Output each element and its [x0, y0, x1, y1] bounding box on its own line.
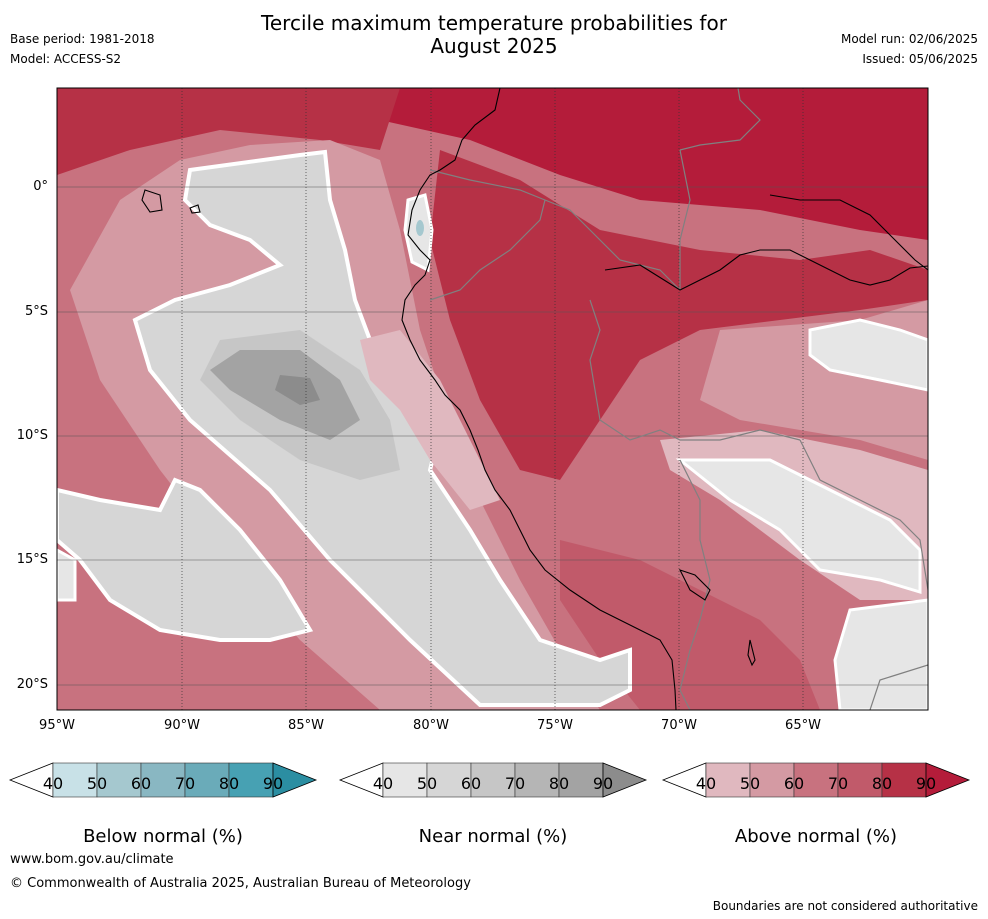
colorbar-near-high-arrow	[602, 762, 648, 798]
y-tick-10s: 10°S	[16, 428, 48, 443]
field-near-40-se	[833, 598, 928, 710]
x-tick-85w: 85°W	[288, 718, 324, 733]
colorbar-above-tick: 50	[739, 774, 761, 793]
colorbar-below-label: Below normal (%)	[83, 826, 243, 847]
issued-date: Issued: 05/06/2025	[862, 52, 978, 66]
footer-website: www.bom.gov.au/climate	[10, 852, 174, 867]
colorbar-below-tick: 90	[262, 774, 284, 793]
colorbar-below-tick: 50	[86, 774, 108, 793]
colorbar-below-segment	[140, 762, 186, 798]
colorbar-above-tick: 40	[695, 774, 717, 793]
model-run: Model run: 02/06/2025	[840, 32, 978, 46]
colorbar-above-segment	[881, 762, 927, 798]
colorbar-below-segment	[184, 762, 230, 798]
colorbar-near-segment	[514, 762, 560, 798]
colorbar-below-tick: 40	[42, 774, 64, 793]
x-tick-65w: 65°W	[785, 718, 821, 733]
colorbar-below-segment	[52, 762, 98, 798]
colorbar-near-tick: 50	[416, 774, 438, 793]
title-line-1: Tercile maximum temperature probabilitie…	[261, 11, 727, 35]
field-near-40-east	[675, 458, 922, 595]
field-near-40-ne	[808, 318, 928, 392]
colorbar-below-tick: 80	[218, 774, 240, 793]
colorbar-below-segment	[96, 762, 142, 798]
x-tick-95w: 95°W	[39, 718, 75, 733]
colorbar-near-tick: 40	[372, 774, 394, 793]
field-above-50-coast	[360, 330, 500, 510]
probability-field	[57, 88, 928, 710]
y-tick-5s: 5°S	[24, 304, 48, 319]
colorbar-near-segment	[382, 762, 428, 798]
footer-copyright: © Commonwealth of Australia 2025, Austra…	[10, 876, 471, 891]
field-near-90-spot	[275, 375, 320, 405]
colorbar-near-label: Near normal (%)	[418, 826, 568, 847]
colorbar-below-tick: 70	[174, 774, 196, 793]
chart-title: Tercile maximum temperature probabilitie…	[0, 12, 988, 58]
field-above-80-nw	[57, 88, 400, 175]
footer-disclaimer: Boundaries are not considered authoritat…	[712, 899, 978, 913]
map-frame	[56, 87, 929, 711]
meta-right: Model run: 02/06/2025 Issued: 05/06/2025	[841, 29, 978, 69]
y-tick-0: 0°	[33, 179, 48, 194]
title-line-2: August 2025	[430, 34, 558, 58]
colorbar-below-high-arrow	[272, 762, 318, 798]
field-above-80-andes	[430, 150, 928, 480]
colorbar-above-tick: 90	[915, 774, 937, 793]
x-tick-75w: 75°W	[537, 718, 573, 733]
x-tick-90w: 90°W	[164, 718, 200, 733]
colorbar-near-tick: 60	[460, 774, 482, 793]
colorbar-near-segment	[470, 762, 516, 798]
colorbar-below-tick: 60	[130, 774, 152, 793]
field-near-40-west-edge	[57, 548, 77, 602]
colorbar-near-tick: 80	[548, 774, 570, 793]
x-tick-80w: 80°W	[413, 718, 449, 733]
field-below-50-spot	[416, 220, 424, 236]
meta-left: Base period: 1981-2018 Model: ACCESS-S2	[10, 29, 155, 69]
colorbar-above-segment	[749, 762, 795, 798]
y-tick-20s: 20°S	[16, 677, 48, 692]
colorbar-above-tick: 70	[827, 774, 849, 793]
colorbar-below-segment	[228, 762, 274, 798]
y-tick-15s: 15°S	[16, 552, 48, 567]
colorbar-near-tick: 70	[504, 774, 526, 793]
model-name: Model: ACCESS-S2	[10, 52, 122, 66]
field-above-90-north	[57, 88, 928, 240]
colorbar-above-label: Above normal (%)	[734, 826, 898, 847]
base-period: Base period: 1981-2018	[10, 32, 155, 46]
coastline	[141, 88, 928, 710]
colorbar-above-tick: 80	[871, 774, 893, 793]
colorbar-above-tick: 60	[783, 774, 805, 793]
colorbar-above-high-arrow	[925, 762, 971, 798]
colorbar-above-segment	[837, 762, 883, 798]
colorbar-near-tick: 90	[592, 774, 614, 793]
x-tick-70w: 70°W	[661, 718, 697, 733]
